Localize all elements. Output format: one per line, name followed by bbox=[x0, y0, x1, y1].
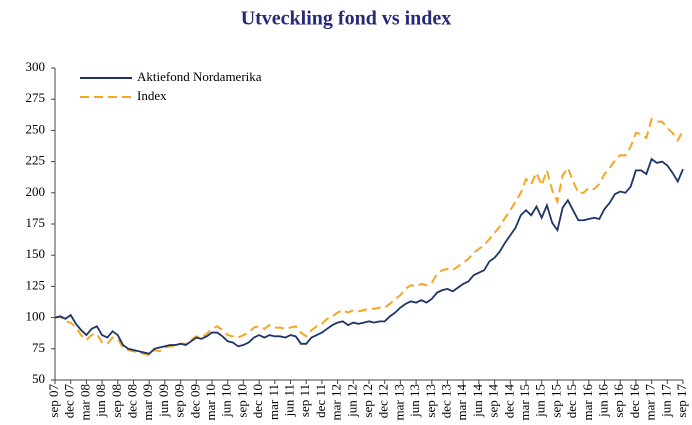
x-tick-label: sep 14 bbox=[486, 384, 501, 418]
x-tick-label: sep 17 bbox=[674, 384, 689, 418]
x-tick-label: sep 12 bbox=[360, 384, 375, 418]
x-tick-label: sep 10 bbox=[234, 384, 249, 418]
x-tick-label: dec 13 bbox=[438, 384, 453, 418]
legend-label: Aktiefond Nordamerika bbox=[137, 69, 262, 84]
x-tick-label: mar 11 bbox=[266, 384, 281, 420]
y-tick-label: 150 bbox=[26, 246, 46, 261]
legend-label: Index bbox=[137, 88, 167, 103]
y-tick-label: 75 bbox=[32, 340, 45, 355]
series-line bbox=[54, 117, 684, 357]
x-tick-label: mar 08 bbox=[77, 384, 92, 420]
x-tick-label: dec 11 bbox=[313, 384, 328, 418]
x-tick-label: jun 16 bbox=[595, 384, 610, 418]
y-tick-label: 50 bbox=[32, 371, 45, 386]
x-tick-label: sep 08 bbox=[109, 384, 124, 418]
x-tick-label: jun 09 bbox=[156, 384, 171, 418]
x-tick-label: sep 11 bbox=[297, 384, 312, 417]
x-tick-label: dec 07 bbox=[62, 384, 77, 419]
x-tick-label: dec 10 bbox=[250, 384, 265, 418]
x-tick-label: jun 17 bbox=[658, 384, 673, 418]
x-tick-label: sep 09 bbox=[172, 384, 187, 418]
y-tick-label: 200 bbox=[26, 184, 46, 199]
x-tick-label: mar 14 bbox=[454, 384, 469, 421]
y-tick-label: 250 bbox=[26, 121, 46, 136]
y-tick-label: 300 bbox=[26, 59, 46, 74]
x-tick-label: dec 09 bbox=[187, 384, 202, 418]
x-tick-label: sep 13 bbox=[423, 384, 438, 418]
x-tick-label: jun 08 bbox=[93, 384, 108, 418]
x-tick-label: jun 14 bbox=[470, 384, 485, 418]
x-tick-label: mar 15 bbox=[517, 384, 532, 420]
y-tick-label: 175 bbox=[26, 215, 46, 230]
x-tick-label: jun 11 bbox=[281, 384, 296, 417]
x-tick-label: sep 15 bbox=[548, 384, 563, 418]
x-tick-label: sep 16 bbox=[611, 384, 626, 418]
x-tick-label: mar 16 bbox=[580, 384, 595, 421]
x-tick-label: mar 09 bbox=[140, 384, 155, 420]
y-tick-label: 100 bbox=[26, 309, 46, 324]
x-tick-label: jun 15 bbox=[533, 384, 548, 418]
x-tick-label: dec 14 bbox=[501, 384, 516, 419]
x-tick-label: jun 13 bbox=[407, 384, 422, 418]
x-tick-label: jun 12 bbox=[344, 384, 359, 418]
series-line bbox=[54, 157, 684, 355]
x-tick-label: dec 12 bbox=[376, 384, 391, 418]
x-tick-label: dec 16 bbox=[627, 384, 642, 419]
y-tick-label: 275 bbox=[26, 90, 46, 105]
x-tick-label: mar 17 bbox=[643, 384, 658, 421]
chart-title: Utveckling fond vs index bbox=[241, 8, 452, 30]
x-tick-label: mar 10 bbox=[203, 384, 218, 420]
x-tick-label: dec 08 bbox=[124, 384, 139, 418]
x-tick-label: sep 07 bbox=[46, 384, 61, 418]
x-tick-label: jun 10 bbox=[219, 384, 234, 418]
x-tick-label: mar 13 bbox=[391, 384, 406, 420]
y-tick-label: 225 bbox=[26, 153, 46, 168]
x-tick-label: mar 12 bbox=[329, 384, 344, 420]
x-tick-label: dec 15 bbox=[564, 384, 579, 418]
y-tick-label: 125 bbox=[26, 277, 46, 292]
